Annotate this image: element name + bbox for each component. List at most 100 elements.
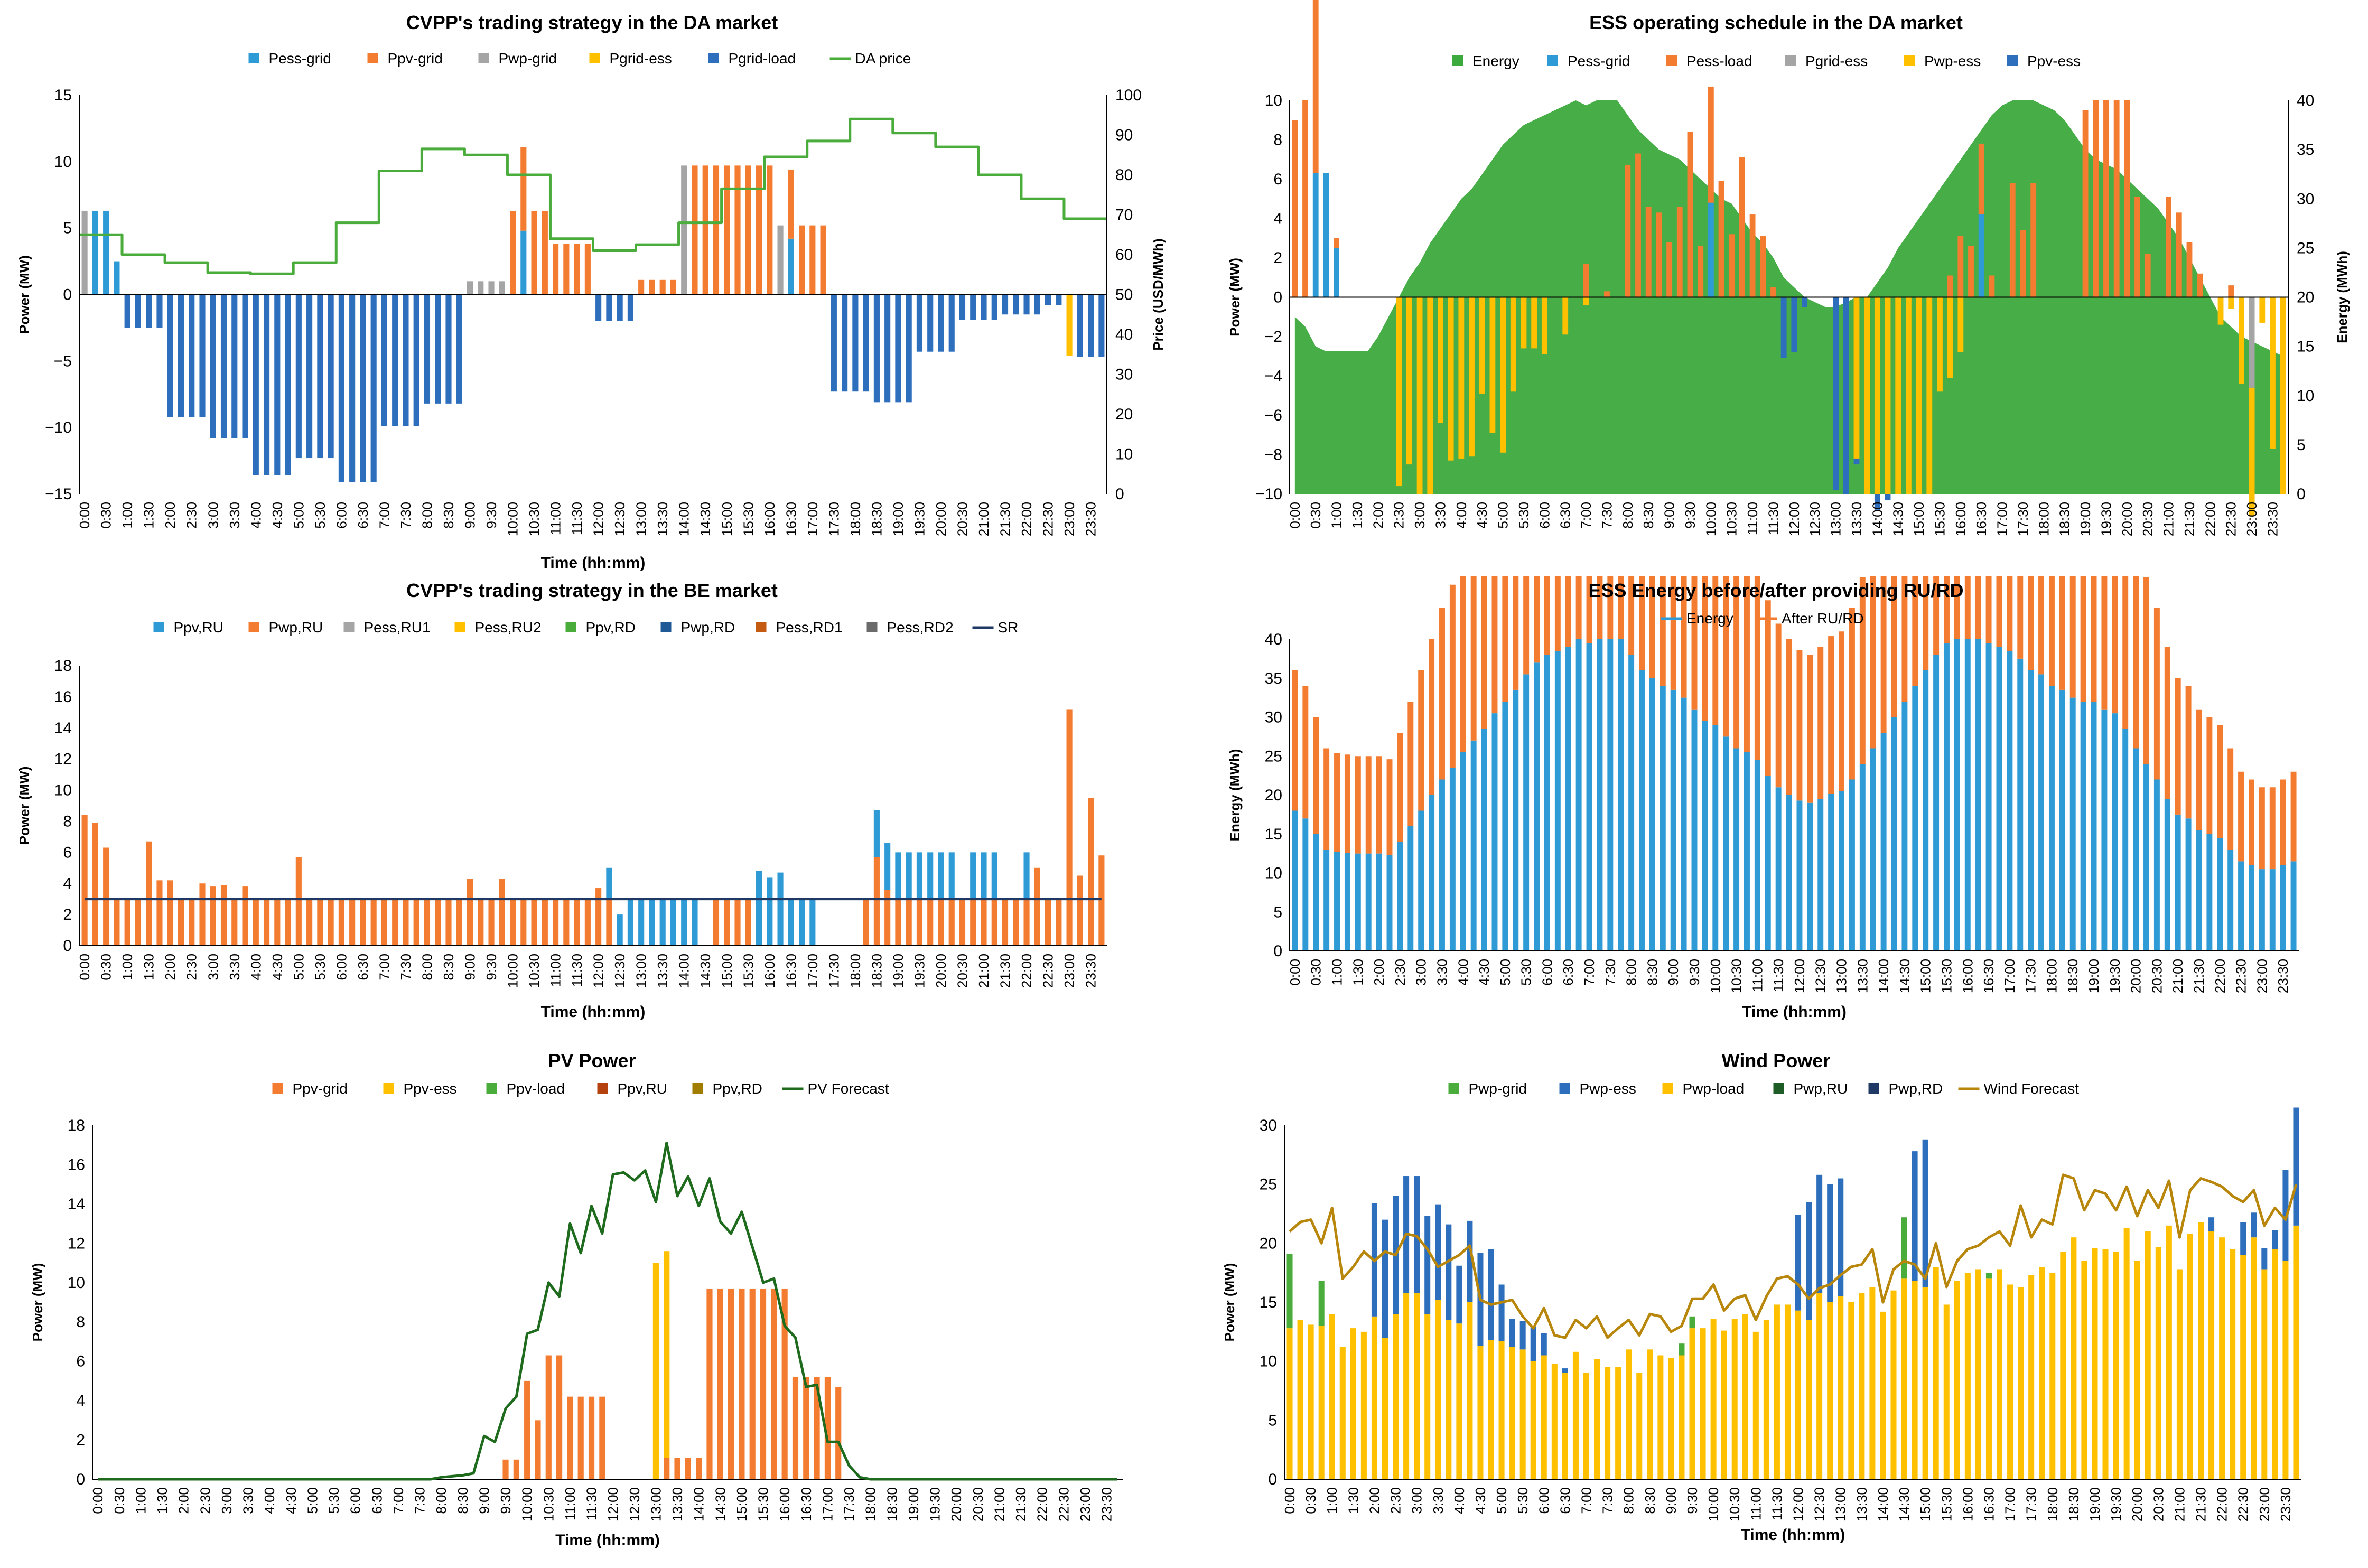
da-bar-pgrid-load [1088, 294, 1094, 357]
essE-title: ESS Energy before/after providing RU/RD [1588, 580, 1963, 601]
da-xtick-label: 4:30 [269, 502, 285, 529]
be-bar-ppv-ru [777, 872, 784, 946]
ess-bar-pess-load [1708, 86, 1714, 203]
pv-legend-swatch [692, 1083, 703, 1094]
be-bar-ppv-ru [884, 843, 891, 890]
essE-bar-energy [1765, 776, 1771, 951]
be-xtick-label: 5:30 [312, 954, 328, 981]
be-bar-ppv-ru [938, 852, 944, 899]
essE-xtick-label: 5:00 [1497, 959, 1513, 986]
pv-bar-ppv-grid [599, 1396, 605, 1479]
be-ytick-label: 8 [63, 813, 72, 830]
da-bar-ppv-grid [788, 169, 794, 239]
ess-xtick-label: 0:30 [1308, 502, 1323, 529]
essE-bar-energy [1702, 721, 1708, 951]
wind-bar-pwp-grid [1679, 1343, 1685, 1356]
wind-xtick-label: 23:30 [2278, 1487, 2294, 1522]
wind-xtick-label: 6:00 [1536, 1487, 1552, 1514]
pv-xtick-label: 3:30 [240, 1487, 256, 1514]
da-bar-pgrid-load [1098, 294, 1105, 357]
wind-xtick-label: 2:00 [1366, 1487, 1382, 1514]
essE-bar-energy [1975, 639, 1981, 951]
wind-chart-svg: Wind Power Pwp-grid Pwp-ess Pwp-load Pwp,RU P… [1222, 1050, 2301, 1544]
be-bar-pwp-ru [1088, 798, 1094, 946]
essE-bar-energy [1365, 853, 1372, 951]
essE-bar-energy [2259, 869, 2265, 951]
wind-xtick-label: 17:30 [2024, 1487, 2039, 1522]
be-xtick-label: 12:30 [612, 954, 628, 988]
wind-legend-label: Pwp-ess [1580, 1080, 1636, 1097]
be-bar-pwp-ru [574, 899, 580, 946]
wind-bar-pwp-ess [2293, 1107, 2299, 1226]
pv-xtick-label: 7:30 [412, 1487, 428, 1514]
wind-bar-pwp-load [1477, 1346, 1484, 1479]
ess-bar-ppv-ess [1885, 494, 1891, 500]
pv-xtick-label: 20:00 [948, 1487, 964, 1522]
pv-title: PV Power [548, 1050, 636, 1071]
da-xtick-label: 18:30 [869, 502, 884, 536]
pv-bar-ppv-grid [513, 1459, 519, 1479]
essE-bar-after-ru-rd [1481, 576, 1487, 729]
be-xtick-label: 8:00 [419, 954, 435, 981]
be-xtick-label: 18:30 [869, 954, 884, 988]
ess-bar-pwp-ess [1521, 297, 1527, 349]
pv-bar-ppv-grid [771, 1288, 777, 1479]
ess-bar-pwp-ess [1458, 297, 1465, 459]
essE-bar-energy [1292, 810, 1298, 951]
be-bar-ppv-ru [906, 852, 912, 899]
pv-xtick-label: 6:30 [369, 1487, 385, 1514]
be-bar-pwp-ru [970, 899, 976, 946]
be-xtick-label: 3:00 [205, 954, 221, 981]
wind-xtick-label: 9:00 [1663, 1487, 1679, 1514]
essE-xtick-label: 1:00 [1329, 959, 1345, 986]
wind-legend-label: Pwp-load [1683, 1080, 1745, 1097]
essE-bar-after-ru-rd [1575, 576, 1582, 639]
essE-bar-energy [1681, 697, 1687, 951]
ess-xtick-label: 11:00 [1745, 502, 1760, 535]
be-xtick-label: 8:30 [441, 954, 456, 981]
ess-bar-pwp-ess [1926, 297, 1933, 494]
essE-bar-after-ru-rd [2164, 647, 2170, 799]
be-xtick-label: 13:30 [655, 954, 670, 988]
be-bar-pwp-ru [499, 879, 505, 946]
essE-xtick-label: 10:30 [1729, 959, 1745, 993]
be-xtick-label: 6:00 [333, 954, 349, 981]
wind-bar-pwp-load [1912, 1281, 1918, 1479]
ess-xtick-label: 4:00 [1453, 502, 1469, 529]
be-bar-pwp-ru [863, 899, 869, 946]
be-xtick-label: 22:30 [1040, 954, 1056, 988]
essE-bar-after-ru-rd [1964, 576, 1971, 639]
pv-bar-ppv-grid [696, 1458, 702, 1479]
da-bar-pgrid-load [328, 294, 334, 459]
pv-xtick-label: 15:30 [756, 1487, 771, 1522]
ess-xtick-label: 13:00 [1828, 502, 1844, 536]
essE-bar-after-ru-rd [1702, 576, 1708, 721]
essE-bar-after-ru-rd [2080, 576, 2086, 702]
da-y2tick-label: 80 [1115, 166, 1133, 184]
wind-bar-pwp-grid [1318, 1281, 1325, 1326]
essE-bar-after-ru-rd [1344, 754, 1350, 853]
be-bar-pwp-ru [1066, 709, 1073, 946]
essE-bar-energy [1691, 709, 1698, 951]
essE-bar-energy [1575, 639, 1582, 951]
da-bar-pgrid-load [199, 294, 206, 417]
pv-xtick-label: 22:30 [1056, 1487, 1071, 1522]
essE-bar-energy [1534, 662, 1540, 951]
wind-xtick-label: 16:00 [1960, 1487, 1975, 1522]
pv-xtick-label: 10:00 [519, 1487, 535, 1522]
essE-bar-after-ru-rd [1796, 650, 1803, 801]
essE-bar-after-ru-rd [1660, 576, 1666, 686]
wind-bar-pwp-ess [1446, 1224, 1452, 1320]
essE-bar-after-ru-rd [2206, 717, 2213, 834]
wind-bar-pwp-ess [1806, 1202, 1812, 1320]
be-xtick-label: 19:00 [890, 954, 906, 988]
ess-xtick-label: 5:30 [1516, 502, 1532, 529]
be-bar-ppv-ru [606, 867, 612, 899]
be-bar-pwp-ru [338, 899, 344, 946]
pv-xtick-label: 12:00 [605, 1487, 621, 1522]
ess-bar-pwp-ess [1416, 297, 1423, 494]
ess-bar-pess-load [1656, 212, 1662, 297]
be-bar-pwp-ru [509, 899, 516, 946]
essE-bar-after-ru-rd [1786, 639, 1792, 795]
pv-xtick-label: 16:30 [798, 1487, 814, 1522]
